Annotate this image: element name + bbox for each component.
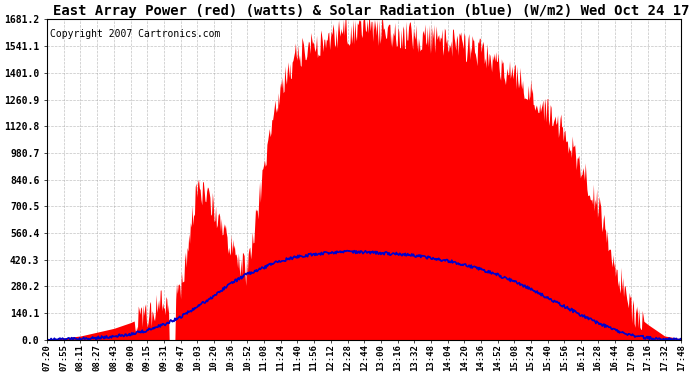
Text: East Array Power (red) (watts) & Solar Radiation (blue) (W/m2) Wed Oct 24 17:58: East Array Power (red) (watts) & Solar R… xyxy=(53,4,690,18)
Text: Copyright 2007 Cartronics.com: Copyright 2007 Cartronics.com xyxy=(50,29,221,39)
